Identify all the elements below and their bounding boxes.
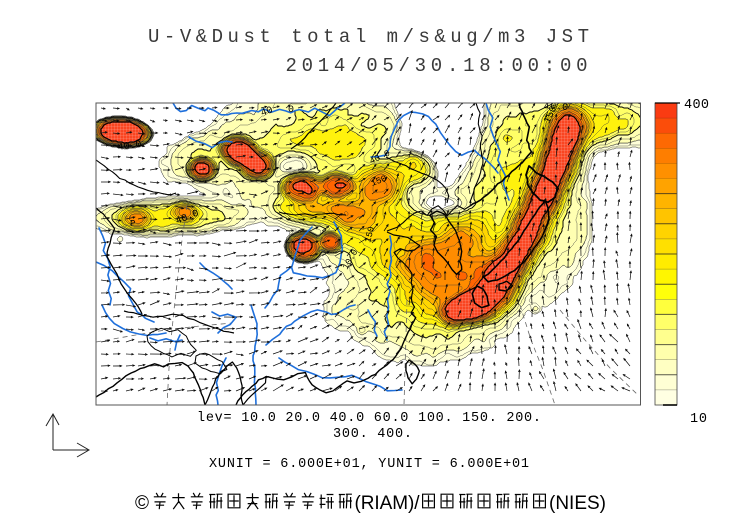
svg-text:(RIAM)/: (RIAM)/ [355,493,421,514]
svg-text:©: © [135,493,149,514]
svg-text:300. 400.: 300. 400. [333,427,412,442]
svg-text:0: 0 [288,105,294,116]
svg-text:P: P [130,219,135,229]
svg-text:10.0: 10.0 [544,101,569,114]
svg-text:40: 40 [260,105,275,119]
svg-text:2014/05/30.18:00:00: 2014/05/30.18:00:00 [286,55,588,77]
svg-text:(NIES): (NIES) [549,493,606,514]
svg-text:XUNIT = 6.000E+01, YUNIT = 6.0: XUNIT = 6.000E+01, YUNIT = 6.000E+01 [209,457,529,472]
svg-text:400: 400 [684,98,709,113]
svg-text:150: 150 [363,226,377,244]
svg-text:10: 10 [690,412,707,427]
svg-text:40.0: 40.0 [117,140,142,154]
svg-text:lev= 10.0 20.0 40.0 60.0 100.: lev= 10.0 20.0 40.0 60.0 100. 150. 200. [197,411,541,426]
